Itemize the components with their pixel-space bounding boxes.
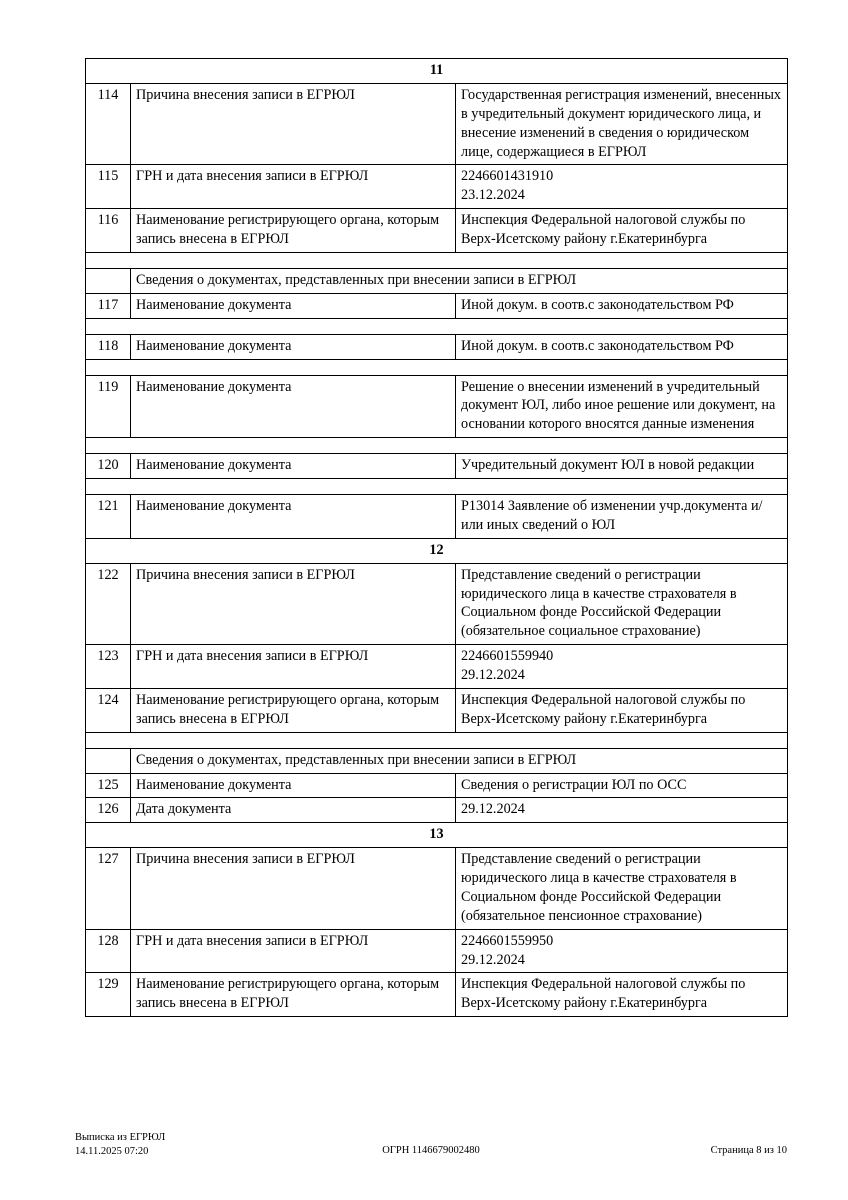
table-row: 118 Наименование документа Иной докум. в с… [85,333,789,360]
table-body: 11 114 Причина внесения записи в ЕГРЮЛ Госу… [84,58,789,1018]
section-header-row: 11 [84,58,789,84]
spacer-row [84,251,789,269]
table-row: 115 ГРН и дата внесения записи в ЕГРЮЛ 224… [85,164,789,210]
section-header-row: 12 [84,537,789,564]
table-row: 127 Причина внесения записи в ЕГРЮЛ Предст… [85,847,789,930]
row-number: 121 [85,494,131,539]
spacer-row [84,478,789,495]
table-row: 123 ГРН и дата внесения записи в ЕГРЮЛ 224… [85,644,789,689]
documents-subheader-row: Сведения о документах, представленных пр… [85,747,789,774]
footer-ogrn: ОГРН 1146679002480 [382,1145,480,1156]
documents-subheader-text: Сведения о документах, представленных пр… [129,747,789,774]
row-value: Государственная регистрация изменений, в… [454,82,789,166]
row-number: 120 [85,453,131,479]
row-number: 122 [85,562,131,646]
table-row: 120 Наименование документа Учредительный д… [85,453,789,479]
table-row: 125 Наименование документа Сведения о реги… [85,772,789,799]
row-number: 118 [85,333,131,360]
row-label: ГРН и дата внесения записи в ЕГРЮЛ [130,164,456,210]
spacer-row [84,358,789,376]
documents-subheader-text: Сведения о документах, представленных пр… [129,267,789,294]
row-number: 119 [85,374,131,439]
spacer-cell [84,437,789,455]
row-value: 2246601431910 23.12.2024 [454,164,789,210]
row-label: Наименование регистрирующего органа, кот… [130,687,456,733]
row-value: Р13014 Заявление об изменении учр.докуме… [454,494,789,539]
spacer-cell [84,358,789,376]
row-value: 2246601559950 29.12.2024 [454,928,789,974]
row-number: 123 [85,644,131,689]
row-number: 117 [85,292,131,319]
spacer-cell [84,478,789,495]
table-row: 117 Наименование документа Иной докум. в с… [85,292,789,319]
row-value: Представление сведений о регистрации юри… [454,562,789,646]
row-number: 116 [85,208,131,253]
table-row: 124 Наименование регистрирующего органа, … [85,687,789,733]
row-value: 29.12.2024 [454,797,789,824]
row-value: Сведения о регистрации ЮЛ по ОСС [454,772,789,799]
section-header-row: 13 [84,822,789,849]
row-number: 126 [85,797,131,824]
table-row: 122 Причина внесения записи в ЕГРЮЛ Предст… [85,562,789,646]
spacer-row [84,437,789,455]
footer-page-number: Страница 8 из 10 [710,1145,787,1156]
egrul-records-table: 11 114 Причина внесения записи в ЕГРЮЛ Госу… [84,58,789,1018]
documents-subheader-row: Сведения о документах, представленных пр… [85,267,789,294]
table-row: 126 Дата документа 29.12.2024 [85,797,789,824]
row-label: Наименование документа [130,772,456,799]
row-label: Наименование документа [130,374,456,439]
spacer-cell [84,251,789,269]
row-number: 125 [85,772,131,799]
footer-document-title: Выписка из ЕГРЮЛ 14.11.2025 07:20 [75,1132,166,1158]
row-number-cell-empty [85,747,131,774]
row-label: Наименование документа [130,333,456,360]
row-number: 115 [85,164,131,210]
section-number: 12 [84,537,789,564]
spacer-row [84,317,789,335]
table-row: 121 Наименование документа Р13014 Заявлени… [85,494,789,539]
table-row: 116 Наименование регистрирующего органа, … [85,208,789,253]
row-value: Иной докум. в соотв.с законодательством … [454,333,789,360]
section-number: 11 [84,58,789,84]
row-label: Дата документа [130,797,456,824]
section-number: 13 [84,822,789,849]
spacer-cell [84,317,789,335]
row-label: Наименование регистрирующего органа, кот… [130,972,456,1018]
spacer-cell [84,731,789,749]
row-number: 129 [85,972,131,1018]
row-number: 128 [85,928,131,974]
row-value: Инспекция Федеральной налоговой службы п… [454,972,789,1018]
row-number: 114 [85,82,131,166]
row-value: Инспекция Федеральной налоговой службы п… [454,687,789,733]
row-label: Наименование документа [130,292,456,319]
table-row: 114 Причина внесения записи в ЕГРЮЛ Госуда… [85,82,789,166]
table-row: 128 ГРН и дата внесения записи в ЕГРЮЛ 224… [85,928,789,974]
table-row: 119 Наименование документа Решение о внесе… [85,374,789,439]
row-label: ГРН и дата внесения записи в ЕГРЮЛ [130,644,456,689]
spacer-row [84,731,789,749]
row-label: Причина внесения записи в ЕГРЮЛ [130,847,456,930]
row-value: Учредительный документ ЮЛ в новой редакц… [454,453,789,479]
row-number-cell-empty [85,267,131,294]
row-value: Иной докум. в соотв.с законодательством … [454,292,789,319]
row-label: Наименование документа [130,494,456,539]
row-label: Наименование документа [130,453,456,479]
row-number: 124 [85,687,131,733]
row-value: Представление сведений о регистрации юри… [454,847,789,930]
row-number: 127 [85,847,131,930]
row-label: Причина внесения записи в ЕГРЮЛ [130,82,456,166]
row-value: Инспекция Федеральной налоговой службы п… [454,208,789,253]
row-label: ГРН и дата внесения записи в ЕГРЮЛ [130,928,456,974]
row-label: Наименование регистрирующего органа, кот… [130,208,456,253]
row-label: Причина внесения записи в ЕГРЮЛ [130,562,456,646]
table-row: 129 Наименование регистрирующего органа, … [85,972,789,1018]
row-value: 2246601559940 29.12.2024 [454,644,789,689]
row-value: Решение о внесении изменений в учредител… [454,374,789,439]
page-footer: Выписка из ЕГРЮЛ 14.11.2025 07:20 ОГРН 1… [75,1131,787,1171]
